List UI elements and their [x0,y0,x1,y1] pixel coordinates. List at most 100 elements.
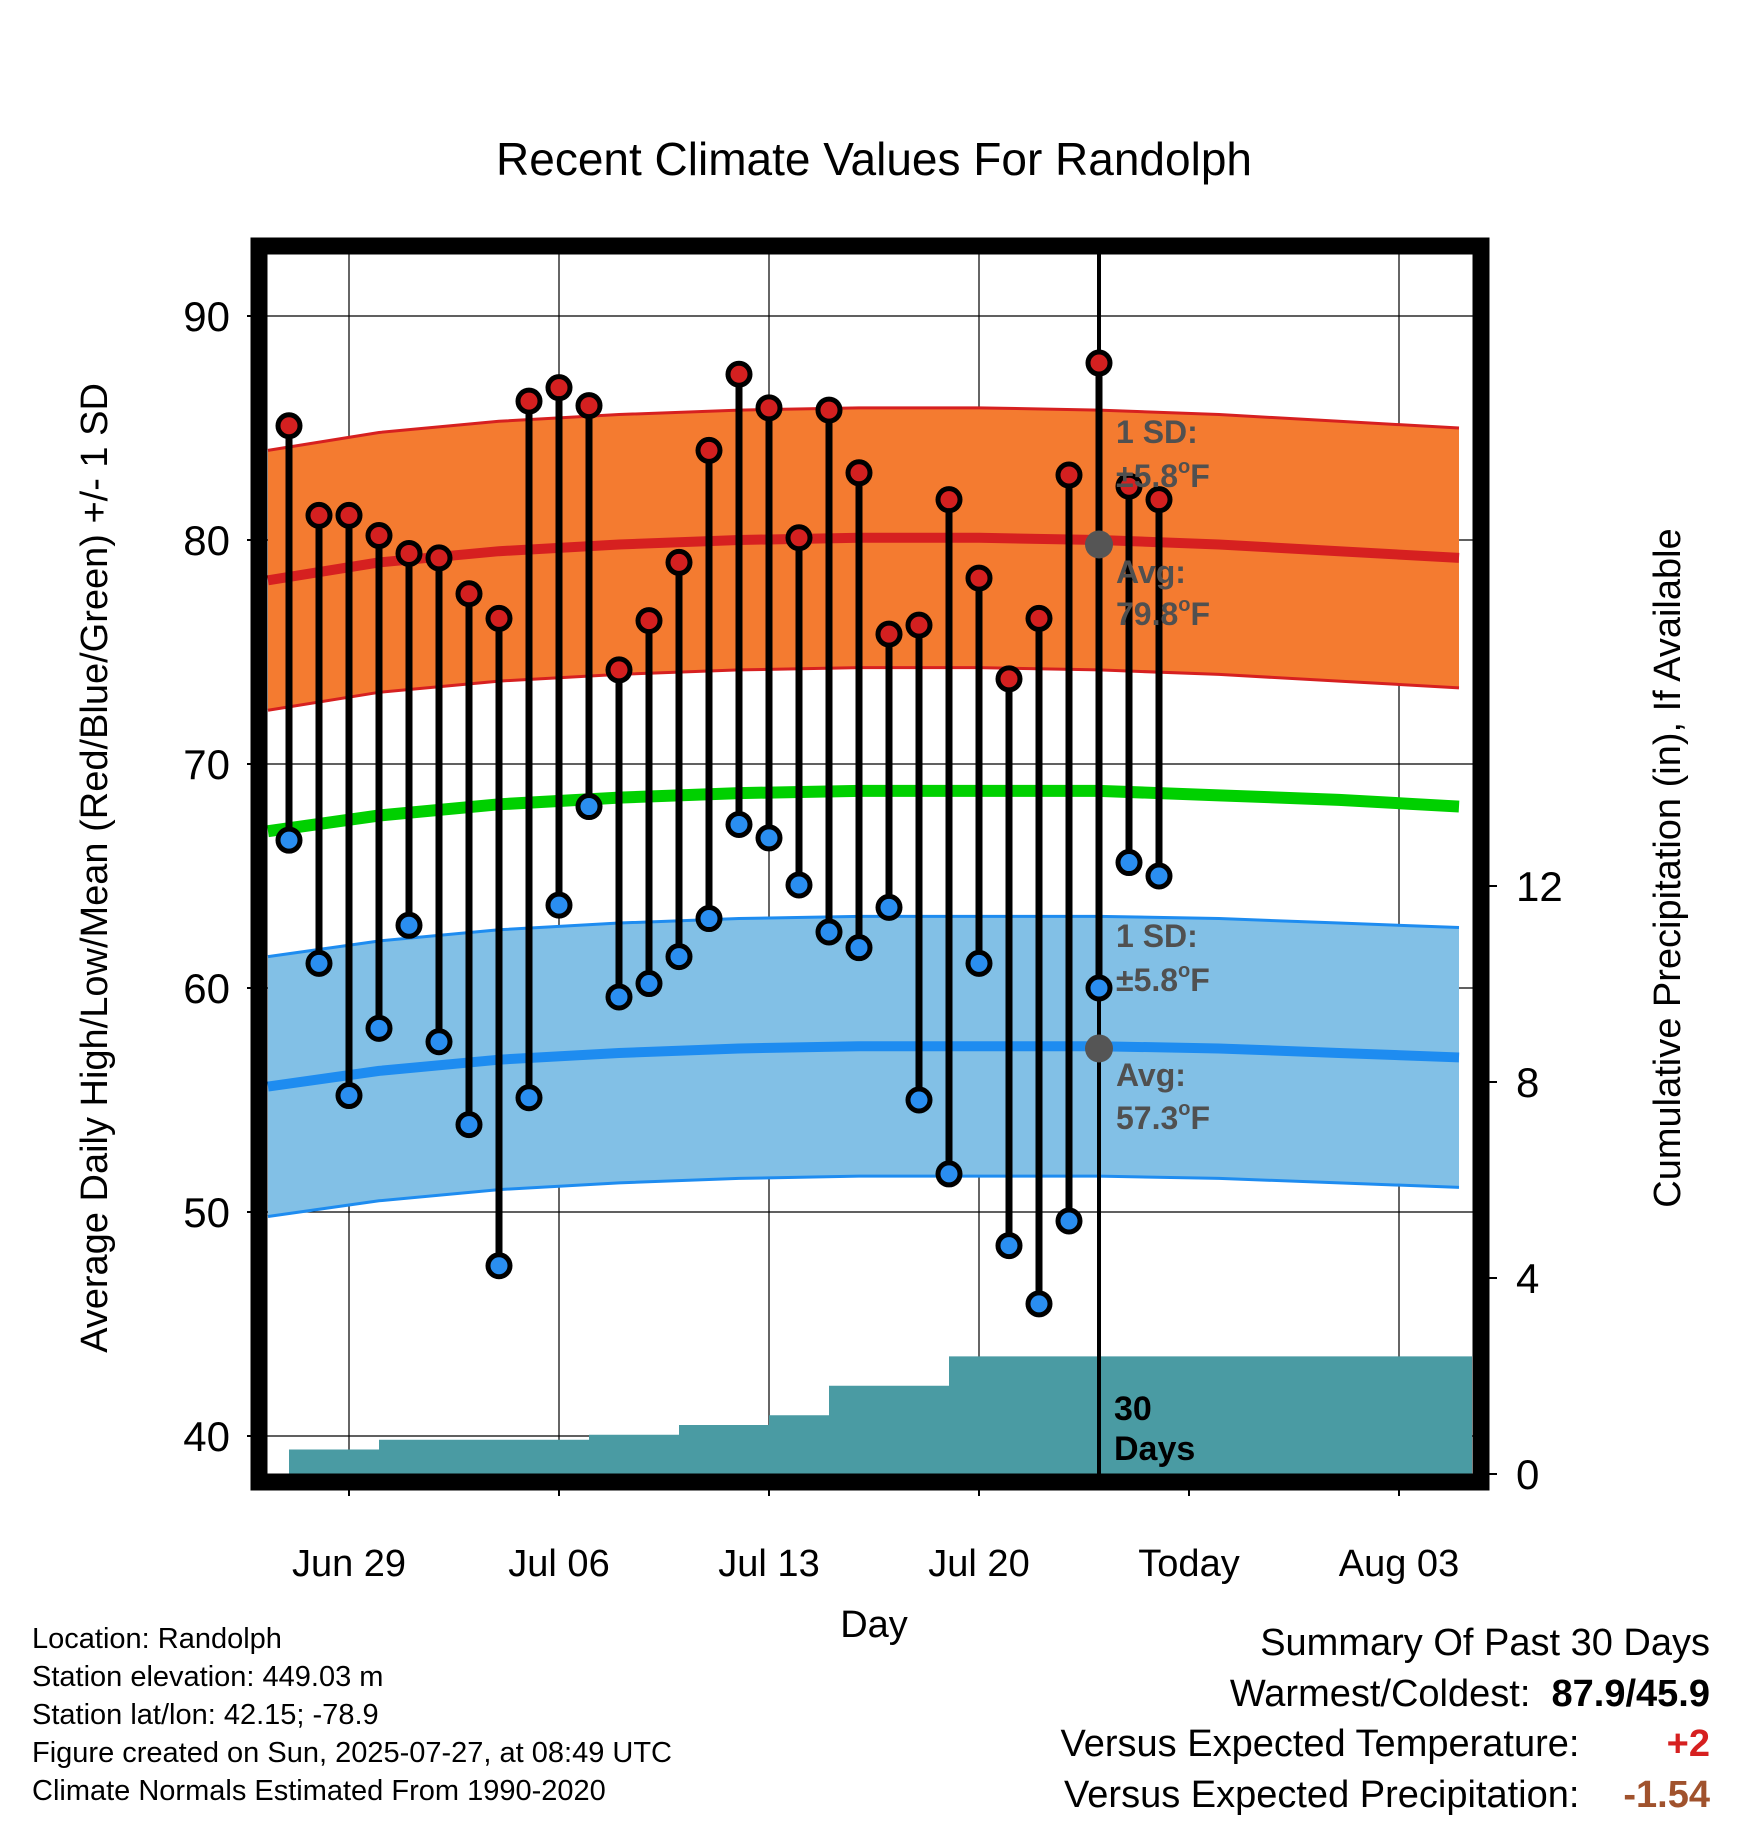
high-point [635,607,663,635]
summary-warm-cold: Warmest/Coldest: 87.9/45.9 [1230,1673,1710,1716]
low-point [965,949,993,977]
precip-area [268,1356,1472,1489]
high-point [485,604,513,632]
high-point [395,539,423,567]
low-point [515,1084,543,1112]
high-point [275,412,303,440]
y-tick-label: 70 [183,741,230,788]
low-sd-value-degree: o [1178,960,1190,982]
y-tick-label: 90 [183,293,230,340]
created-text: Figure created on Sun, 2025-07-27, at 08… [32,1737,672,1769]
high-avg-value-value: 79.8 [1116,596,1178,632]
high-point [365,522,393,550]
low-point [305,949,333,977]
y2-tick-label: 4 [1516,1255,1539,1302]
low-avg-line [267,1041,1460,1092]
high-point [575,392,603,420]
low-point [785,871,813,899]
high-point [845,459,873,487]
low-avg-value: 57.3oF [1116,1098,1210,1136]
temp-value: +2 [1666,1723,1710,1765]
y-tick-label: 60 [183,965,230,1012]
high-point [515,387,543,415]
low-point [455,1111,483,1139]
low-point [275,826,303,854]
normal-bands [267,406,1460,1218]
low-avg-label: Avg: [1116,1057,1186,1093]
high-sd-value: ±5.8oF [1116,456,1210,494]
high-point [785,524,813,552]
y2-axis-label: Cumulative Precipitation (in), If Availa… [1647,528,1689,1207]
precip-value: -1.54 [1623,1774,1710,1816]
low-point [335,1082,363,1110]
x-tick-label: Jun 29 [292,1543,406,1585]
y2-tick-label: 8 [1516,1059,1539,1106]
y-axis-label: Average Daily High/Low/Mean (Red/Blue/Gr… [74,383,116,1353]
low-point [695,905,723,933]
low-point [365,1014,393,1042]
x-tick-label: Jul 20 [928,1543,1029,1585]
high-point [1115,472,1143,500]
low-point [605,983,633,1011]
low-point [1145,862,1173,890]
high-sd-value-unit: F [1190,458,1210,494]
x-tick-label: Aug 03 [1339,1543,1459,1585]
normals-text: Climate Normals Estimated From 1990-2020 [32,1775,606,1807]
daily-points [275,349,1173,1318]
days-word-label: Days [1114,1430,1195,1468]
low-point [935,1160,963,1188]
high-point [305,501,333,529]
high-sd-value-value: ±5.8 [1116,458,1178,494]
low-avg-value-value: 57.3 [1116,1100,1178,1136]
high-avg-marker [1085,530,1113,559]
low-point [395,911,423,939]
low-sd-value: ±5.8oF [1116,960,1210,998]
high-point [455,580,483,608]
daily-stems [285,363,1163,1304]
summary-title: Summary Of Past 30 Days [1260,1622,1710,1664]
location-text: Location: Randolph [32,1623,282,1655]
high-point [665,548,693,576]
x-axis-label: Day [840,1604,908,1646]
high-point [545,374,573,402]
high-point [755,394,783,422]
plot-frame [250,237,1490,1491]
high-point [965,564,993,592]
high-point [815,396,843,424]
low-avg-value-unit: F [1191,1100,1211,1136]
low-avg-marker [1085,1034,1113,1063]
chart-title: Recent Climate Values For Randolph [496,133,1252,185]
footer-metadata: Location: Randolph Station elevation: 44… [32,1620,672,1810]
elevation-text: Station elevation: 449.03 m [32,1661,384,1693]
x-tick-label: Today [1138,1543,1239,1585]
low-sd-value-value: ±5.8 [1116,962,1178,998]
low-point [1025,1290,1053,1318]
high-point [425,544,453,572]
x-tick-label: Jul 13 [718,1543,819,1585]
high-point [1055,461,1083,489]
low-sd-value-unit: F [1190,962,1210,998]
high-point [1085,349,1113,377]
y-tick-label: 40 [183,1413,230,1460]
low-point [905,1086,933,1114]
high-sd-label: 1 SD: [1116,414,1198,450]
high-point [695,436,723,464]
latlon-text: Station lat/lon: 42.15; -78.9 [32,1699,379,1731]
summary-temp: Versus Expected Temperature: +2 [1061,1723,1710,1766]
high-point [1145,486,1173,514]
high-avg-label: Avg: [1116,554,1186,590]
high-normal-upper-line [267,406,1460,452]
low-point [1085,974,1113,1002]
high-avg-value-unit: F [1191,596,1211,632]
y-tick-label: 80 [183,517,230,564]
y-tick-label: 50 [183,1189,230,1236]
low-sd-label: 1 SD: [1116,918,1198,954]
precip-layer [268,1356,1472,1489]
low-point [545,891,573,919]
mean-avg-line [267,784,1460,838]
x-tick-label: Jul 06 [508,1543,609,1585]
y2-tick-label: 12 [1516,863,1563,910]
high-sd-value-degree: o [1178,456,1190,478]
